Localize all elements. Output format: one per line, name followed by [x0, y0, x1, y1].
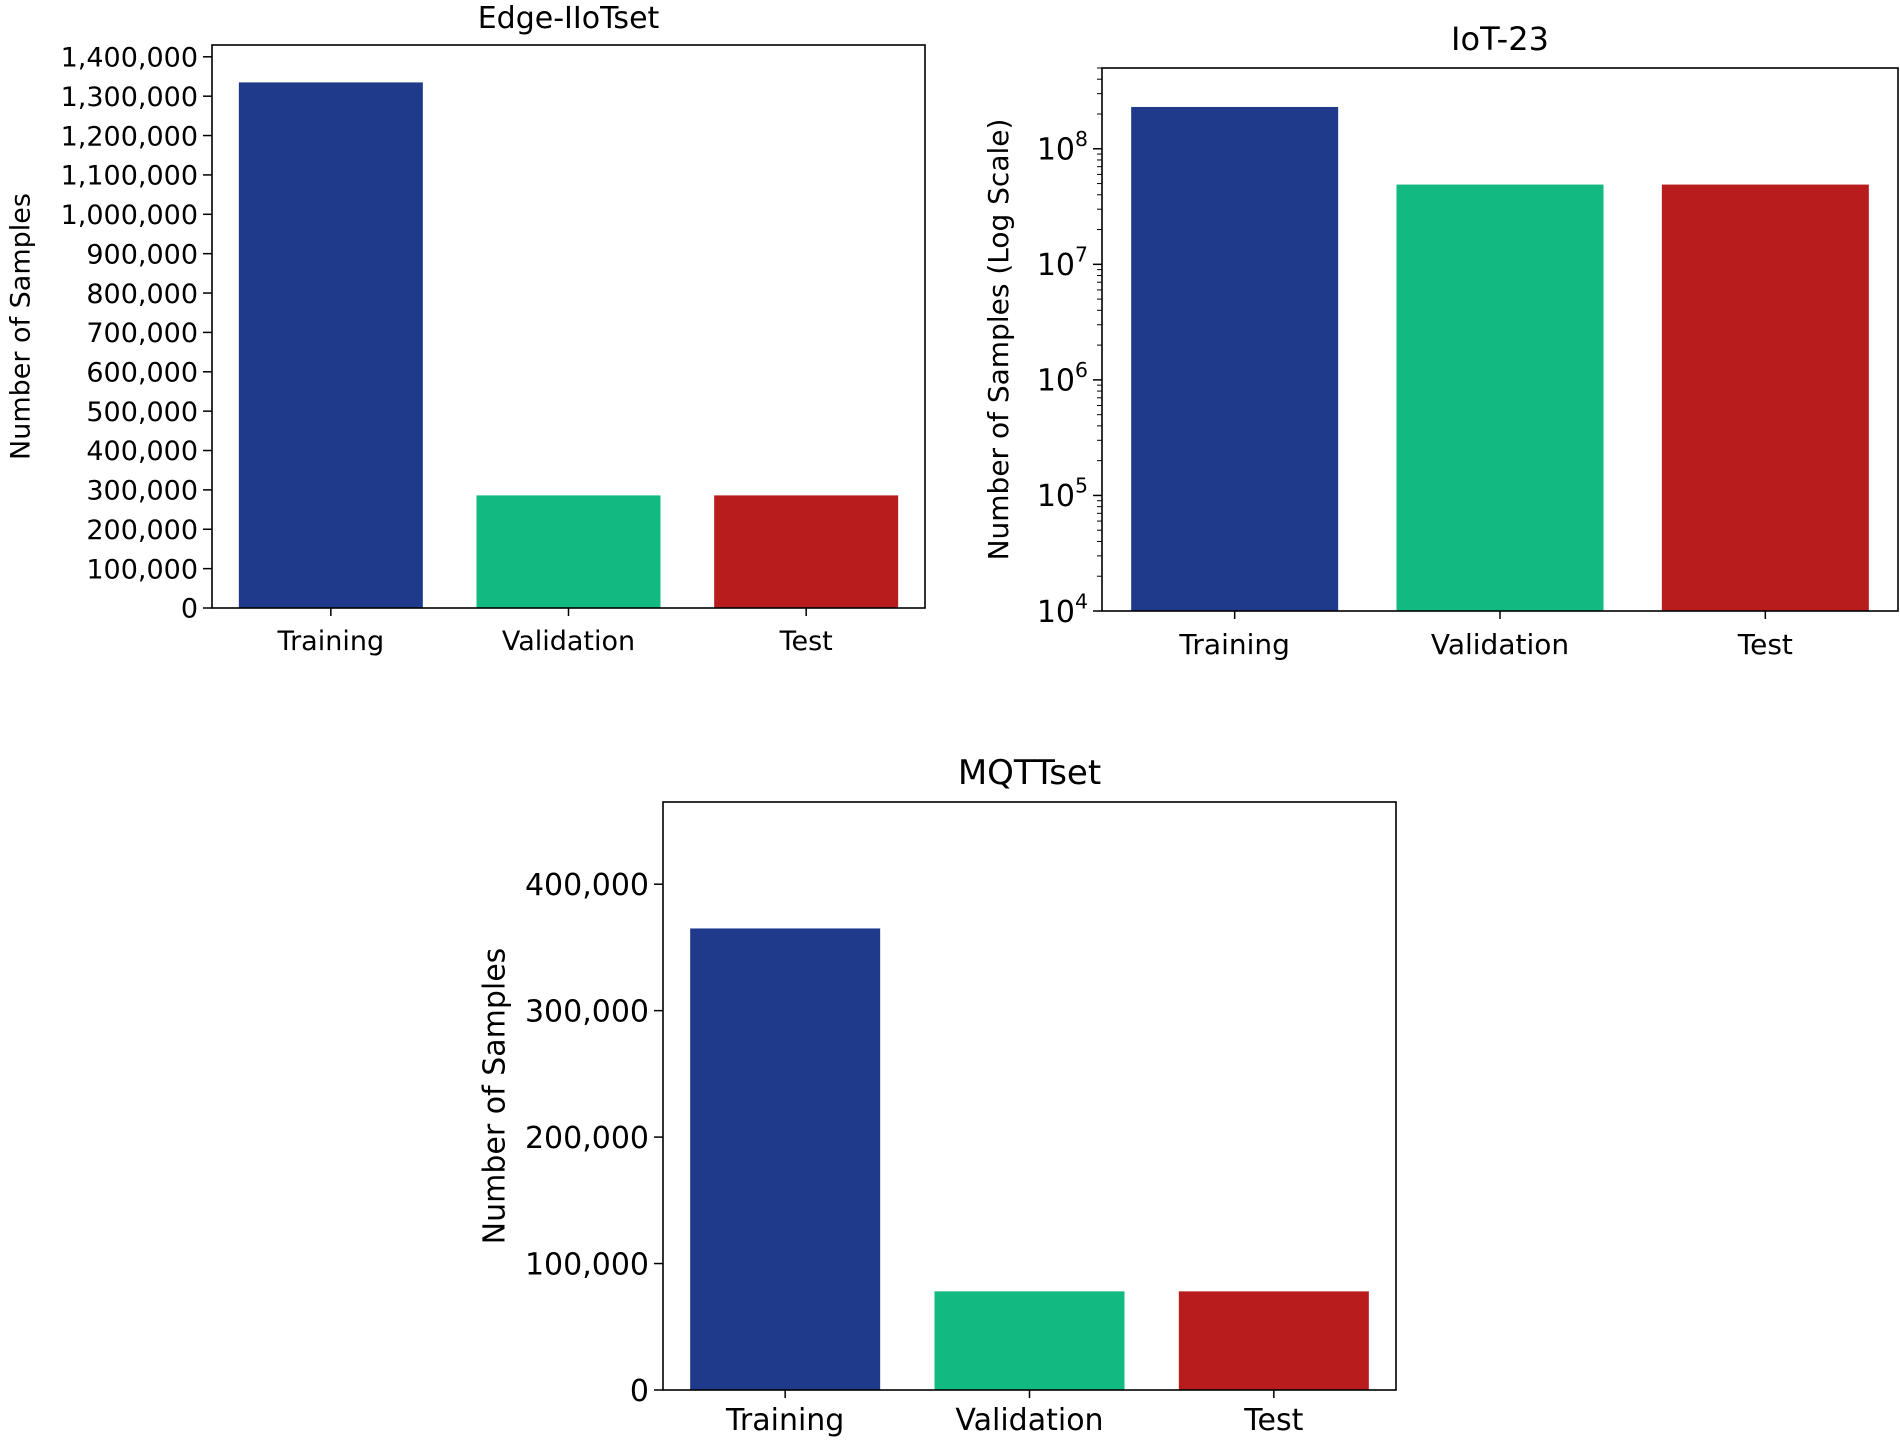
chart-title: MQTTset: [958, 753, 1101, 793]
x-tick-label: Validation: [955, 1403, 1103, 1438]
y-tick-label: 300,000: [525, 994, 649, 1029]
y-axis-label: Number of Samples: [6, 193, 37, 460]
bar-training: [238, 82, 423, 608]
chart-title: Edge-IIoTset: [478, 1, 660, 36]
y-tick-base: 10: [1037, 479, 1075, 514]
y-tick-label: 200,000: [525, 1121, 649, 1156]
y-tick-label: 105: [1037, 474, 1088, 515]
x-tick-label: Test: [779, 626, 833, 657]
y-tick-label: 106: [1037, 358, 1088, 399]
bar-training: [1131, 106, 1339, 612]
x-tick-label: Test: [1737, 628, 1793, 661]
y-tick-label: 400,000: [86, 436, 198, 467]
y-axis-label: Number of Samples: [478, 948, 513, 1245]
bar-test: [714, 495, 899, 608]
x-tick-label: Training: [1178, 628, 1289, 661]
bar-test: [1178, 1291, 1369, 1390]
bar-validation: [1396, 184, 1604, 611]
y-tick-label: 0: [181, 594, 198, 625]
chart-title: IoT-23: [1451, 20, 1549, 58]
y-tick-base: 10: [1037, 133, 1075, 168]
y-tick-label: 500,000: [86, 397, 198, 428]
y-tick-label: 100,000: [86, 554, 198, 585]
y-tick-label: 100,000: [525, 1247, 649, 1282]
bar-validation: [934, 1291, 1125, 1390]
y-tick-label: 800,000: [86, 279, 198, 310]
x-tick-label: Test: [1243, 1403, 1303, 1438]
y-tick-base: 10: [1037, 595, 1075, 630]
y-tick-label: 108: [1037, 127, 1088, 168]
y-tick-label: 107: [1037, 243, 1088, 284]
y-tick-label: 1,000,000: [61, 200, 198, 231]
x-tick-label: Training: [277, 626, 385, 657]
bar-training: [690, 928, 881, 1390]
edge-chart: Edge-IIoTset Training Validation Test 0 100,0…: [6, 1, 926, 657]
y-tick-exponent: 5: [1075, 474, 1088, 498]
bar-validation: [476, 495, 661, 608]
y-tick-label: 0: [630, 1374, 649, 1409]
plot-frame: [1101, 67, 1899, 612]
x-tick-label: Validation: [1431, 628, 1569, 661]
x-tick-label: Training: [725, 1403, 844, 1438]
y-tick-exponent: 6: [1075, 358, 1088, 382]
bar-test: [1661, 184, 1869, 611]
y-tick-label: 700,000: [86, 318, 198, 349]
y-tick-base: 10: [1037, 364, 1075, 399]
y-tick-label: 1,200,000: [61, 121, 198, 152]
mqtt-chart: MQTTset Training Validation Test 0 100,000 200…: [478, 753, 1397, 1438]
plot-frame: [662, 801, 1397, 1391]
y-axis-label: Number of Samples (Log Scale): [982, 119, 1015, 561]
y-tick-exponent: 4: [1075, 589, 1088, 613]
y-tick-label: 1,100,000: [61, 161, 198, 192]
y-tick-label: 1,400,000: [61, 43, 198, 74]
y-tick-label: 200,000: [86, 515, 198, 546]
plot-frame: [211, 44, 926, 609]
x-tick-label: Validation: [502, 626, 635, 657]
y-tick-exponent: 8: [1075, 127, 1088, 151]
y-tick-label: 600,000: [86, 357, 198, 388]
y-tick-exponent: 7: [1075, 243, 1088, 267]
y-tick-label: 300,000: [86, 476, 198, 507]
y-tick-label: 900,000: [86, 239, 198, 270]
y-tick-base: 10: [1037, 248, 1075, 283]
y-tick-label: 1,300,000: [61, 82, 198, 113]
y-tick-label: 400,000: [525, 868, 649, 903]
y-tick-label: 104: [1037, 589, 1088, 630]
